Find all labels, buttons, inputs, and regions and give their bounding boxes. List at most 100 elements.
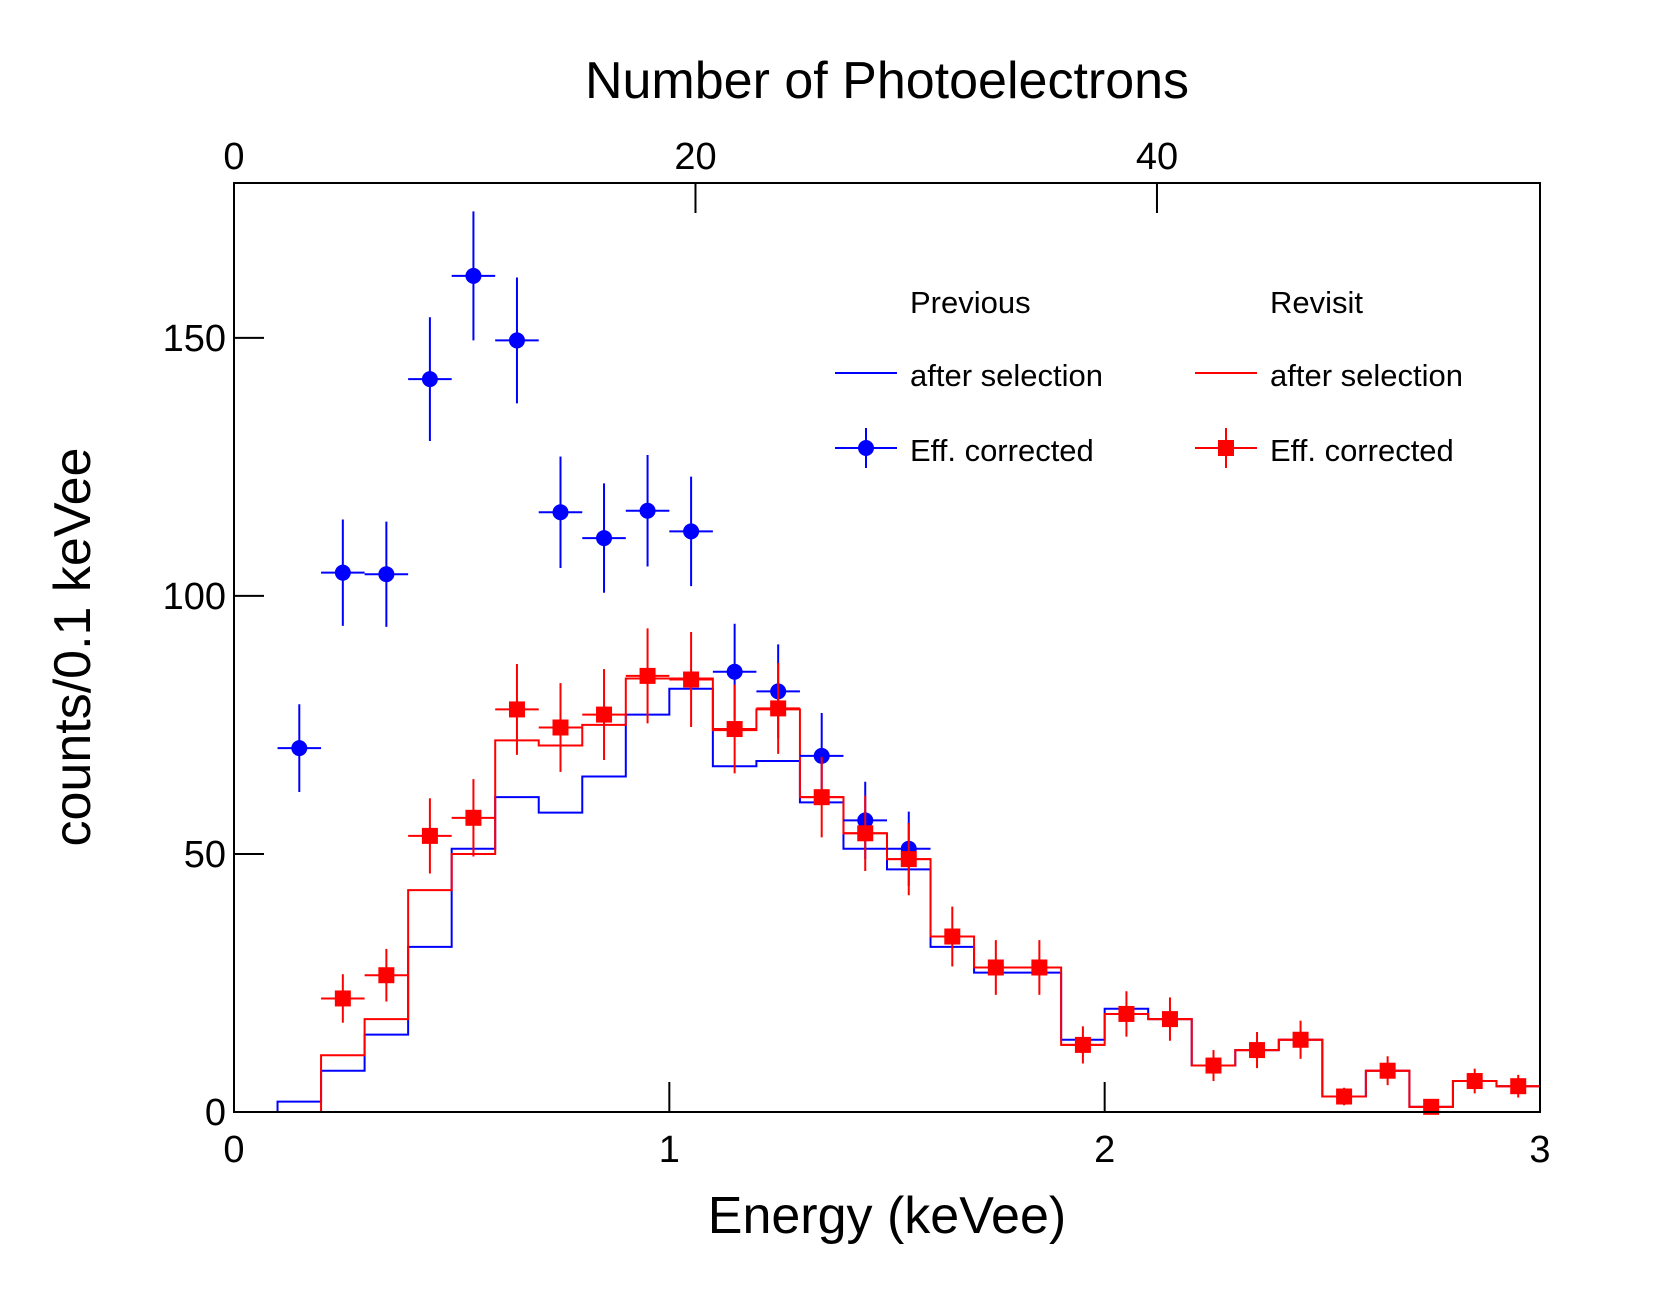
marker-square <box>1466 1073 1483 1090</box>
marker-square <box>378 967 395 984</box>
marker-square <box>1031 959 1048 976</box>
marker-circle <box>813 747 830 764</box>
data-point-revisit <box>364 948 409 1002</box>
marker-circle <box>465 267 482 284</box>
data-point-revisit <box>1409 1098 1453 1115</box>
marker-square <box>944 928 961 945</box>
marker-circle <box>334 564 351 581</box>
marker-square <box>552 719 569 736</box>
data-point-previous <box>451 211 496 341</box>
marker-circle <box>596 530 613 547</box>
marker-circle <box>552 504 569 521</box>
data-point-revisit <box>756 662 800 754</box>
data-point-revisit <box>1104 991 1149 1037</box>
data-point-revisit <box>1235 1032 1279 1069</box>
legend-label-revisit-after-selection: after selection <box>1270 358 1463 393</box>
data-point-revisit <box>1365 1056 1410 1086</box>
marker-circle <box>508 332 525 349</box>
plot-frame <box>233 182 1541 1113</box>
marker-square <box>683 671 700 688</box>
data-point-revisit <box>799 756 844 838</box>
marker-square <box>900 851 917 868</box>
data-point-revisit <box>1496 1074 1540 1098</box>
data-point-revisit <box>1061 1026 1105 1064</box>
marker-circle <box>726 663 743 680</box>
marker-square <box>1205 1057 1222 1074</box>
marker-circle <box>639 502 656 519</box>
legend-header-revisit: Revisit <box>1270 285 1363 320</box>
marker-square <box>1379 1062 1396 1079</box>
legend-label-previous-after-selection: after selection <box>910 358 1103 393</box>
marker-circle <box>378 566 395 583</box>
marker-square <box>639 667 656 684</box>
y-tick-label: 150 <box>163 318 226 360</box>
data-point-revisit <box>1322 1087 1366 1106</box>
x2-tick-label: 40 <box>1136 136 1178 178</box>
x2-tick-label: 0 <box>223 136 244 178</box>
data-point-revisit <box>887 822 931 896</box>
data-point-previous <box>495 277 539 404</box>
y-tick-label: 50 <box>184 834 226 876</box>
marker-square <box>508 701 525 718</box>
data-point-revisit <box>712 684 757 774</box>
data-point-previous <box>321 519 365 626</box>
marker-square <box>857 825 874 842</box>
data-point-revisit <box>321 974 365 1023</box>
x2-tick-label: 20 <box>674 136 716 178</box>
data-point-previous <box>582 483 626 593</box>
marker-square <box>1510 1078 1527 1095</box>
data-point-previous <box>408 317 452 442</box>
data-point-previous <box>364 521 409 627</box>
marker-square <box>421 827 438 844</box>
data-point-revisit <box>582 669 626 761</box>
data-point-revisit <box>495 664 539 755</box>
series-layer <box>234 211 1540 1115</box>
legend-marker-previous <box>835 428 897 468</box>
marker-circle <box>683 523 700 540</box>
marker-square <box>1249 1042 1266 1059</box>
data-point-revisit <box>538 683 583 772</box>
legend-header-previous: Previous <box>910 285 1031 320</box>
marker-square <box>1118 1005 1135 1022</box>
y-tick-label: 0 <box>205 1092 226 1134</box>
x-tick-label: 0 <box>223 1129 244 1171</box>
marker-circle <box>421 371 438 388</box>
legend-marker-revisit <box>1195 428 1257 468</box>
marker-square <box>1074 1036 1091 1053</box>
data-point-previous <box>277 704 322 793</box>
data-point-previous <box>538 456 583 569</box>
legend: Previous Revisit after selection after s… <box>835 285 1463 468</box>
y-axis-title: counts/0.1 keVee <box>44 448 102 847</box>
marker-square <box>770 700 787 717</box>
x-axis-title: Energy (keVee) <box>708 1187 1066 1245</box>
data-point-revisit <box>1452 1068 1497 1094</box>
marker-square <box>1423 1098 1440 1115</box>
data-point-revisit <box>1148 997 1192 1041</box>
marker-square <box>1336 1088 1353 1105</box>
data-point-previous <box>669 476 713 587</box>
data-point-revisit <box>1278 1020 1323 1059</box>
data-point-revisit <box>669 632 713 727</box>
x-tick-label: 3 <box>1529 1129 1550 1171</box>
x-tick-label: 1 <box>659 1129 680 1171</box>
legend-label-revisit-eff-corrected: Eff. corrected <box>1270 433 1454 468</box>
marker-square <box>1161 1011 1178 1028</box>
marker-square <box>813 789 830 806</box>
x-tick-label: 2 <box>1094 1129 1115 1171</box>
legend-label-previous-eff-corrected: Eff. corrected <box>910 433 1094 468</box>
data-point-previous <box>712 623 757 720</box>
marker-square <box>596 706 613 723</box>
data-point-revisit <box>625 628 670 724</box>
tick-labels-layer: 0 1 2 3 0 50 100 150 0 20 40 <box>163 136 1551 1171</box>
data-point-revisit <box>930 906 975 967</box>
marker-square <box>334 990 351 1007</box>
data-point-revisit <box>1191 1050 1236 1082</box>
data-point-revisit <box>1017 940 1062 995</box>
marker-circle <box>291 740 308 757</box>
data-point-revisit <box>408 798 452 874</box>
data-point-previous <box>625 454 670 567</box>
data-point-revisit <box>974 940 1018 995</box>
data-point-revisit <box>843 795 887 871</box>
